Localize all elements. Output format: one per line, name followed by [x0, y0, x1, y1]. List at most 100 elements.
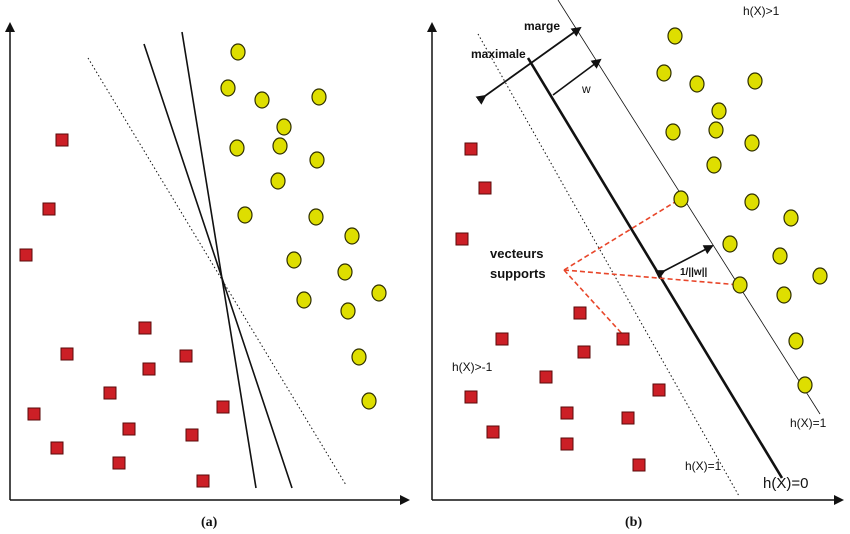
square-point — [632, 458, 646, 472]
square-point — [216, 400, 230, 414]
label-inv-norm: 1/||w|| — [680, 267, 708, 278]
label-vecteurs: vecteurs — [490, 246, 543, 261]
panel-b-squares — [455, 142, 666, 472]
circle-point — [270, 172, 286, 190]
square-point — [27, 407, 41, 421]
square-point — [478, 181, 492, 195]
circle-point — [656, 64, 672, 82]
square-point — [196, 474, 210, 488]
square-point — [103, 386, 117, 400]
panel-a-squares — [19, 133, 230, 488]
support-link — [563, 269, 741, 286]
square-point — [464, 390, 478, 404]
circle-point — [309, 151, 325, 169]
circle-point support-vector — [732, 276, 748, 294]
label-h-gt-1: h(X)>1 — [743, 4, 780, 18]
square-point — [464, 142, 478, 156]
circle-point — [337, 263, 353, 281]
square-point — [55, 133, 69, 147]
w-arrow — [552, 58, 602, 96]
square-point — [621, 411, 635, 425]
circle-point — [772, 247, 788, 265]
circle-point support-vector — [673, 190, 689, 208]
square-point — [652, 383, 666, 397]
circle-point — [708, 121, 724, 139]
circle-point — [340, 302, 356, 320]
circle-point — [371, 284, 387, 302]
circle-point — [722, 235, 738, 253]
circle-point — [689, 75, 705, 93]
label-maximale: maximale — [471, 47, 526, 61]
circle-point — [744, 193, 760, 211]
panel-b-circles — [656, 27, 828, 394]
margin-line-left — [477, 33, 740, 497]
margin-line-right — [557, 0, 821, 415]
square-point — [573, 306, 587, 320]
panel-a-separator-1 — [143, 43, 293, 489]
support-vector-links — [563, 198, 741, 338]
square-point — [455, 232, 469, 246]
square-point — [560, 437, 574, 451]
circle-point — [286, 251, 302, 269]
circle-point — [706, 156, 722, 174]
panel-a-separator-2 — [181, 31, 257, 489]
support-link — [563, 269, 626, 338]
circle-point — [797, 376, 813, 394]
square-point — [577, 345, 591, 359]
circle-point — [254, 91, 270, 109]
circle-point — [744, 134, 760, 152]
circle-point — [237, 206, 253, 224]
square-point — [122, 422, 136, 436]
support-link — [563, 198, 681, 271]
panel-b-caption: (b) — [625, 515, 642, 530]
square-point — [19, 248, 33, 262]
circle-point — [276, 118, 292, 136]
label-h-lt-minus1: h(X)>-1 — [452, 360, 493, 374]
circle-point — [296, 291, 312, 309]
inv-norm-arrow — [654, 245, 714, 280]
label-supports: supports — [490, 266, 546, 281]
panel-a-separator-dotted — [87, 57, 347, 486]
square-point — [112, 456, 126, 470]
circle-point — [711, 102, 727, 120]
circle-point — [311, 88, 327, 106]
square-point — [495, 332, 509, 346]
panel-a-circles — [220, 43, 387, 410]
panel-a-caption: (a) — [201, 515, 218, 530]
label-h-eq-1-left: h(X)=1 — [685, 459, 722, 473]
square-point — [60, 347, 74, 361]
circle-point — [308, 208, 324, 226]
square-point — [560, 406, 574, 420]
square-point — [42, 202, 56, 216]
circle-point — [783, 209, 799, 227]
square-point — [138, 321, 152, 335]
circle-point — [351, 348, 367, 366]
circle-point — [220, 79, 236, 97]
circle-point — [665, 123, 681, 141]
marge-arrow — [475, 26, 582, 105]
square-point — [185, 428, 199, 442]
label-w: w — [581, 82, 591, 96]
circle-point — [788, 332, 804, 350]
square-point — [179, 349, 193, 363]
circle-point — [361, 392, 377, 410]
circle-point — [230, 43, 246, 61]
label-h-eq-1-right: h(X)=1 — [790, 416, 827, 430]
circle-point — [747, 72, 763, 90]
square-point — [616, 332, 630, 346]
label-marge: marge — [524, 19, 560, 33]
circle-point — [344, 227, 360, 245]
square-point — [486, 425, 500, 439]
circle-point — [229, 139, 245, 157]
circle-point — [812, 267, 828, 285]
circle-point — [272, 137, 288, 155]
circle-point — [776, 286, 792, 304]
panel-a: (a) — [4, 22, 410, 530]
square-point — [539, 370, 553, 384]
square-point — [142, 362, 156, 376]
square-point — [50, 441, 64, 455]
label-h-eq-0: h(X)=0 — [763, 475, 808, 492]
circle-point — [667, 27, 683, 45]
panel-b: marge maximale w 1/||w|| vecteurs suppor… — [427, 0, 844, 530]
